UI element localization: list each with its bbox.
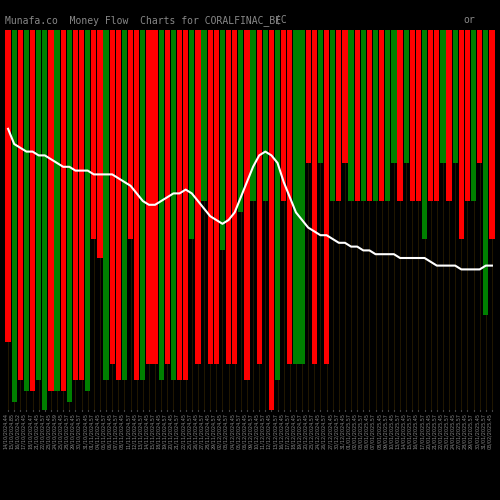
Bar [440, 30, 446, 163]
Bar [244, 30, 250, 380]
Bar [104, 30, 108, 380]
Bar [262, 30, 268, 201]
Bar [452, 30, 458, 163]
Bar [208, 30, 213, 364]
Bar [48, 30, 54, 391]
Bar [18, 30, 23, 380]
Bar [189, 30, 194, 239]
Bar [373, 30, 378, 201]
Bar [128, 30, 133, 239]
Bar [269, 30, 274, 410]
Bar [250, 30, 256, 201]
Bar [348, 30, 354, 201]
Bar [318, 30, 323, 163]
Bar [465, 30, 470, 201]
Bar [300, 30, 304, 364]
Bar [79, 30, 84, 380]
Bar [294, 30, 298, 364]
Bar [458, 30, 464, 239]
Bar [24, 30, 29, 391]
Bar [398, 30, 402, 201]
Bar [392, 30, 396, 163]
Bar [281, 30, 286, 201]
Bar [42, 30, 48, 410]
Bar [287, 30, 292, 364]
Bar [116, 30, 121, 380]
Bar [85, 30, 90, 391]
Bar [146, 30, 152, 364]
Bar [312, 30, 317, 364]
Bar [214, 30, 219, 364]
Bar [171, 30, 176, 380]
Text: (C: (C [275, 15, 287, 25]
Bar [404, 30, 409, 163]
Bar [354, 30, 360, 201]
Bar [477, 30, 482, 163]
Bar [152, 30, 158, 364]
Bar [12, 30, 17, 403]
Bar [342, 30, 347, 163]
Bar [360, 30, 366, 201]
Bar [6, 30, 10, 342]
Bar [98, 30, 102, 258]
Bar [91, 30, 96, 239]
Bar [232, 30, 237, 364]
Bar [54, 30, 60, 391]
Bar [256, 30, 262, 364]
Bar [140, 30, 145, 380]
Bar [385, 30, 390, 201]
Bar [202, 30, 206, 201]
Bar [306, 30, 311, 163]
Bar [330, 30, 336, 201]
Bar [336, 30, 342, 201]
Bar [183, 30, 188, 380]
Bar [428, 30, 434, 201]
Bar [196, 30, 200, 364]
Bar [446, 30, 452, 201]
Bar [226, 30, 231, 364]
Bar [422, 30, 427, 239]
Bar [367, 30, 372, 201]
Bar [324, 30, 329, 364]
Bar [158, 30, 164, 380]
Bar [416, 30, 421, 201]
Bar [30, 30, 35, 391]
Bar [410, 30, 415, 201]
Bar [134, 30, 140, 380]
Bar [490, 30, 494, 239]
Text: or: or [463, 15, 475, 25]
Bar [60, 30, 66, 391]
Bar [471, 30, 476, 201]
Bar [164, 30, 170, 364]
Bar [66, 30, 72, 403]
Bar [220, 30, 225, 250]
Bar [379, 30, 384, 201]
Bar [483, 30, 488, 315]
Bar [110, 30, 115, 364]
Bar [177, 30, 182, 380]
Bar [275, 30, 280, 380]
Bar [122, 30, 127, 380]
Text: Munafa.co  Money Flow  Charts for CORALFINAC_BE: Munafa.co Money Flow Charts for CORALFIN… [5, 15, 281, 26]
Bar [434, 30, 440, 201]
Bar [73, 30, 78, 380]
Bar [36, 30, 42, 380]
Bar [238, 30, 244, 212]
